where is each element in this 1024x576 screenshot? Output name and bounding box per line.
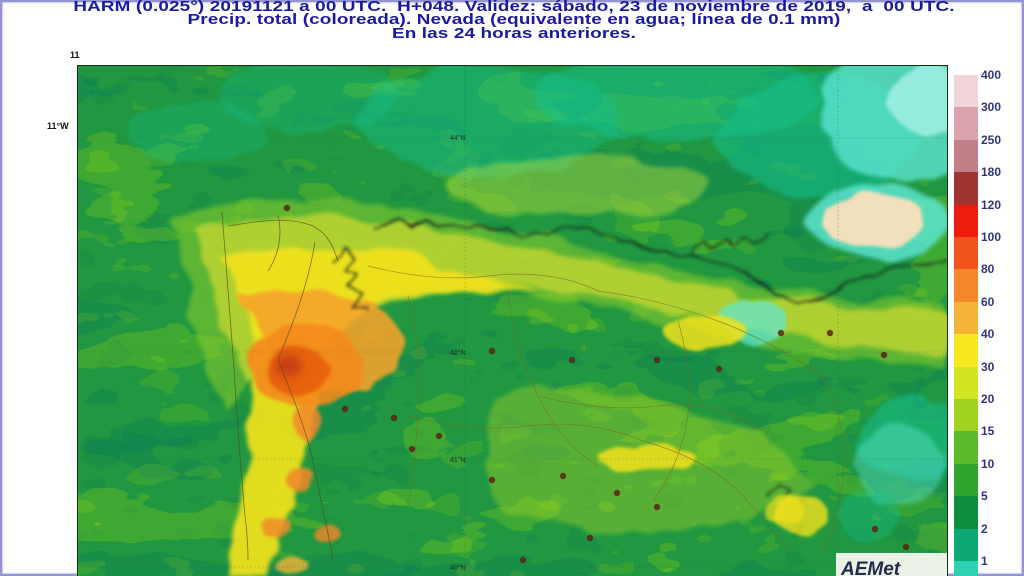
svg-text:44°N: 44°N bbox=[450, 134, 466, 142]
svg-text:AEMet: AEMet bbox=[840, 559, 901, 576]
svg-text:40°N: 40°N bbox=[450, 564, 466, 572]
svg-text:41°N: 41°N bbox=[450, 456, 466, 464]
svg-text:42°N: 42°N bbox=[450, 349, 466, 357]
